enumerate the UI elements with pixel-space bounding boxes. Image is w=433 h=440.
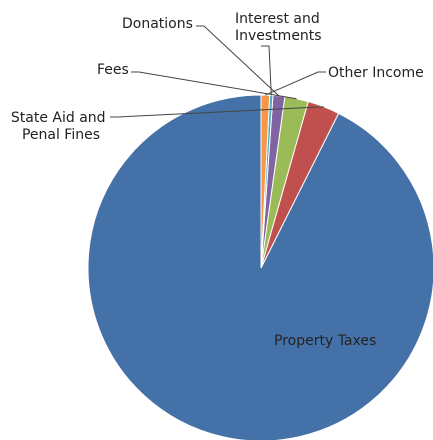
pie-slices: [87, 94, 433, 440]
slice-label-property-taxes: Property Taxes: [274, 333, 376, 349]
leader-other-income: [265, 71, 326, 96]
pie-slice-property-taxes: [87, 94, 433, 440]
leader-fees: [131, 71, 297, 100]
leader-interest-investments: [261, 45, 272, 96]
slice-label-donations: Donations: [122, 16, 193, 32]
leader-state-aid: [110, 106, 324, 118]
slice-label-interest-investments: Interest and Investments: [235, 11, 324, 44]
slice-label-fees: Fees: [97, 62, 129, 78]
slice-label-other-income: Other Income: [328, 65, 424, 81]
slice-label-state-aid: State Aid and Penal Fines: [11, 110, 110, 143]
label-leader-lines: [110, 25, 326, 118]
leader-donations: [196, 25, 280, 97]
